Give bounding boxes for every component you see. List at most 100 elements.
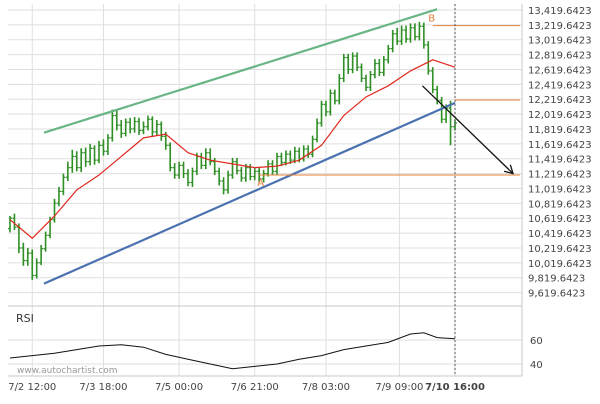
ohlc-bar (159, 121, 164, 141)
ohlc-bar (150, 116, 155, 137)
price-tick-label: 11,419.6423 (528, 155, 592, 166)
ohlc-bar (25, 247, 30, 266)
ohlc-bar (252, 167, 257, 181)
price-tick-label: 13,419.6423 (528, 6, 592, 17)
ohlc-bar (230, 157, 235, 179)
price-tick-label: 12,619.6423 (528, 65, 592, 76)
price-tick-label: 9,619.6423 (528, 289, 585, 300)
ohlc-bar (372, 59, 377, 79)
ohlc-bar (430, 67, 435, 94)
ohlc-bar (56, 186, 61, 207)
rsi-tick-label: 40 (530, 360, 543, 371)
price-tick-label: 12,819.6423 (528, 51, 592, 62)
ohlc-bar (190, 167, 195, 187)
ohlc-bar (306, 145, 311, 158)
ohlc-bar (177, 161, 182, 179)
price-tick-label: 10,619.6423 (528, 214, 592, 225)
ohlc-bar (292, 146, 297, 164)
level-label: A (257, 178, 264, 189)
ohlc-bar (221, 177, 226, 195)
axis-layer: 13,419.6423 13,219.6423 13,019.6423 12,819.… (8, 6, 591, 393)
ohlc-bar (270, 160, 275, 176)
ohlc-bar (346, 53, 351, 74)
ohlc-bar (141, 121, 146, 135)
price-tick-label: 12,219.6423 (528, 95, 592, 106)
ohlc-bar (199, 152, 204, 170)
ohlc-bar (65, 161, 70, 182)
time-tick-label: 7/3 18:00 (79, 382, 127, 393)
ohlc-bar (226, 170, 231, 194)
ohlc-bar (83, 147, 88, 167)
ohlc-bar (74, 151, 79, 172)
time-tick-label: 7/2 12:00 (8, 382, 56, 393)
ohlc-bar (128, 117, 133, 134)
ohlc-bar (30, 249, 35, 280)
ohlc-bar (186, 169, 190, 187)
ohlc-bar (234, 157, 239, 175)
ohlc-bar (239, 166, 244, 182)
price-tick-label: 13,019.6423 (528, 36, 592, 47)
ohlc-bar (97, 140, 101, 164)
rsi-line (9, 332, 456, 370)
ohlc-bar (275, 152, 279, 176)
ohlc-bar (12, 213, 17, 231)
time-tick-label: 7/6 21:00 (231, 382, 279, 393)
price-tick-label: 13,219.6423 (528, 21, 592, 32)
ohlc-bar (408, 23, 413, 43)
price-tick-label: 11,819.6423 (528, 125, 592, 136)
ohlc-bar (181, 161, 186, 179)
ohlc-bar (381, 56, 386, 77)
lower-trendline (43, 101, 456, 285)
moving-average-line (9, 59, 456, 240)
ohlc-bar (61, 173, 66, 196)
ohlc-bar (217, 167, 222, 186)
ohlc-bar (279, 152, 284, 167)
ohlc-bar (310, 135, 315, 158)
ohlc-bar (368, 70, 373, 92)
ohlc-bar (337, 73, 342, 105)
price-tick-label: 12,019.6423 (528, 110, 592, 121)
price-tick-label: 10,019.6423 (528, 259, 592, 270)
ohlc-bar (8, 215, 12, 233)
ohlc-bar (319, 100, 324, 127)
ohlc-bar (283, 150, 288, 166)
ohlc-bar (132, 117, 137, 133)
ohlc-bar (448, 100, 453, 146)
time-tick-label: 7/10 16:00 (425, 382, 485, 393)
ohlc-bar (172, 163, 177, 179)
ohlc-bar (377, 59, 382, 77)
ohlc-bar (92, 145, 97, 165)
ohlc-bar (288, 150, 293, 164)
ohlc-bar (364, 74, 368, 92)
ohlc-bar (70, 149, 75, 173)
ohlc-bar (350, 52, 355, 74)
ohlc-bar (119, 120, 124, 138)
price-tick-label: 10,219.6423 (528, 244, 592, 255)
overlay-layer: BA (9, 4, 520, 376)
rsi-label: RSI (16, 312, 34, 325)
ohlc-bar (390, 30, 395, 53)
ohlc-bar (328, 89, 333, 116)
ohlc-bar (341, 53, 346, 83)
ohlc-bar (123, 118, 128, 137)
ohlc-bar (359, 63, 364, 83)
price-tick-label: 11,019.6423 (528, 184, 592, 195)
ohlc-bar (79, 148, 84, 173)
ohlc-bar (266, 160, 271, 177)
ohlc-bar (154, 120, 159, 136)
ohlc-bar (137, 117, 142, 135)
ohlc-bar (323, 100, 328, 117)
ohlc-bar (395, 27, 400, 45)
rsi-tick-label: 60 (530, 336, 543, 347)
price-tick-label: 10,819.6423 (528, 199, 592, 210)
ohlc-bar (34, 258, 39, 279)
ohlc-bar (421, 22, 426, 49)
ohlc-bar (386, 44, 391, 64)
ohlc-bar (243, 163, 248, 182)
ohlc-bar (261, 169, 266, 183)
ohlc-bar (145, 115, 150, 131)
time-tick-label: 7/5 00:00 (155, 382, 203, 393)
ohlc-bar (52, 198, 57, 223)
